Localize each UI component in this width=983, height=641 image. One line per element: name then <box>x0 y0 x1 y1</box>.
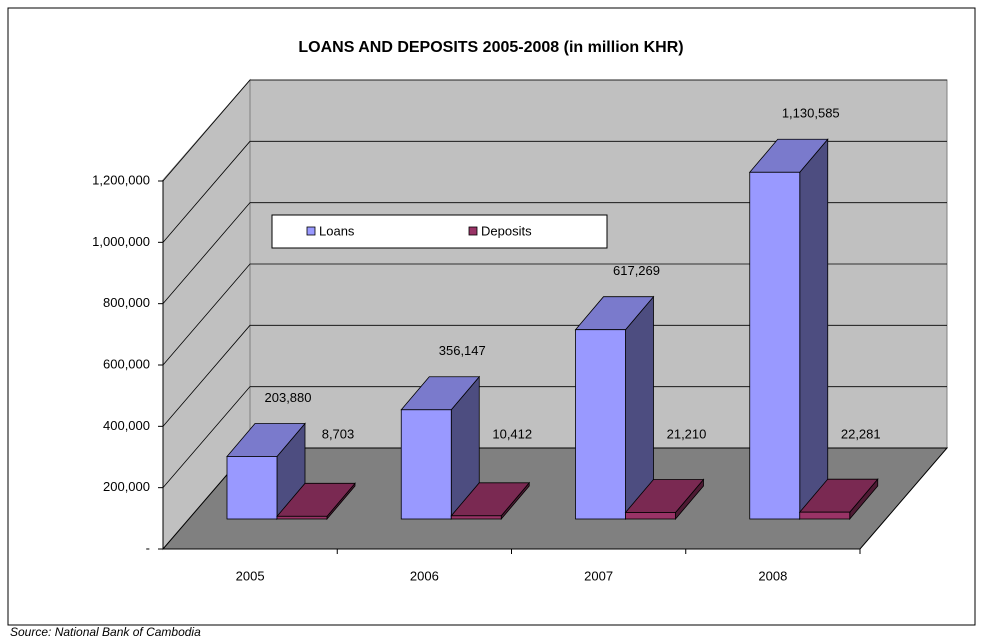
data-label: 617,269 <box>613 263 660 278</box>
y-tick-label: 200,000 <box>103 479 150 494</box>
x-tick-label: 2006 <box>410 568 439 583</box>
legend-label: Deposits <box>481 223 532 238</box>
bar-front <box>625 512 676 520</box>
data-label: 8,703 <box>322 426 355 441</box>
bar-front <box>400 409 452 520</box>
legend-swatch <box>306 226 316 236</box>
y-tick-label: 600,000 <box>103 356 150 371</box>
bar-front <box>575 329 626 520</box>
y-tick-label: 1,000,000 <box>92 234 150 249</box>
data-label: 10,412 <box>492 426 532 441</box>
source: Source: National Bank of Cambodia <box>10 625 201 639</box>
grid-line <box>162 263 947 366</box>
x-tick-label: 2007 <box>584 568 613 583</box>
data-label: 22,281 <box>841 426 881 441</box>
bar <box>276 482 356 521</box>
y-tick-label: - <box>146 540 150 555</box>
grid-line <box>162 324 947 427</box>
data-label: 21,210 <box>667 426 707 441</box>
x-tick-label: 2008 <box>758 568 787 583</box>
bar <box>798 478 879 521</box>
y-tick-label: 1,200,000 <box>92 172 150 187</box>
legend <box>271 214 608 249</box>
grid-line <box>162 386 947 488</box>
bar <box>574 295 655 521</box>
y-tick-label: 800,000 <box>103 295 150 310</box>
bar-front <box>799 511 851 520</box>
bar-front <box>749 171 801 520</box>
grid-line <box>162 202 947 304</box>
bar <box>624 478 705 521</box>
bar <box>748 138 829 521</box>
bar-front <box>450 515 502 520</box>
bar-front <box>226 456 278 520</box>
chart-title: LOANS AND DEPOSITS 2005-2008 (in million… <box>298 39 683 56</box>
bar-front <box>276 515 328 520</box>
grid-line <box>162 79 947 182</box>
data-label: 203,880 <box>265 390 312 405</box>
x-tick-label: 2005 <box>236 568 265 583</box>
grid-line <box>162 140 947 243</box>
bar <box>226 422 306 521</box>
bar <box>450 481 531 521</box>
y-tick-label: 400,000 <box>103 418 150 433</box>
bar-side <box>799 138 829 521</box>
legend-swatch <box>468 226 478 236</box>
legend-label: Loans <box>319 223 355 238</box>
data-label: 356,147 <box>439 343 486 358</box>
data-label: 1,130,585 <box>782 106 840 121</box>
